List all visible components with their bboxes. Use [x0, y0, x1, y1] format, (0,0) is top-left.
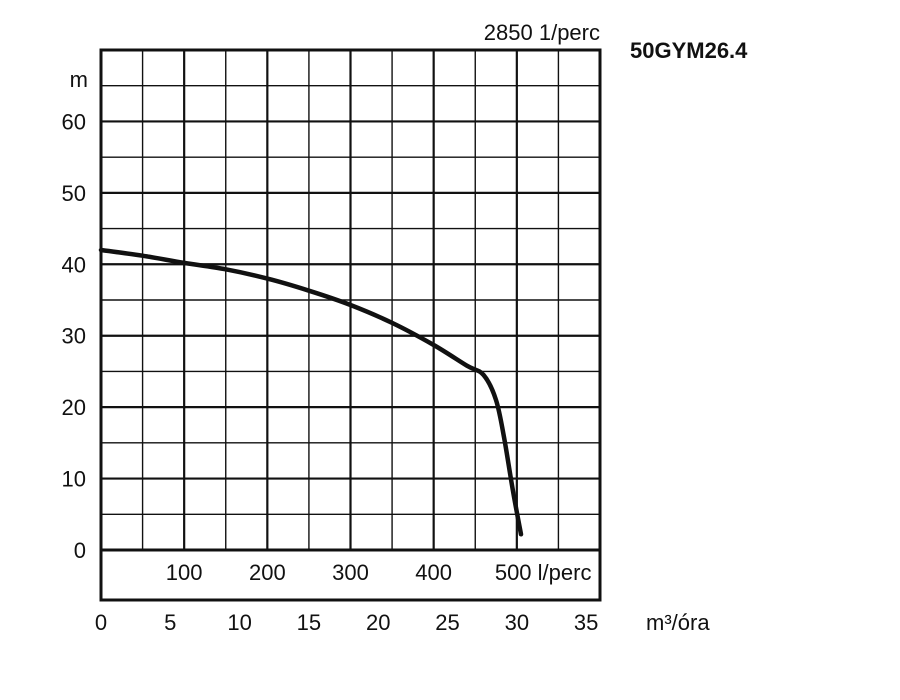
- x-tick-label-m3h: 25: [435, 610, 459, 635]
- y-tick-label: 10: [62, 467, 86, 492]
- y-tick-label: 50: [62, 181, 86, 206]
- y-tick-label: 20: [62, 395, 86, 420]
- grid-lines: [101, 50, 600, 550]
- x-tick-label-m3h: 20: [366, 610, 390, 635]
- x-tick-label-m3h: 15: [297, 610, 321, 635]
- x-tick-label-m3h: 35: [574, 610, 598, 635]
- x-tick-label-lpm: 300: [332, 560, 369, 585]
- y-tick-label: 30: [62, 324, 86, 349]
- x-tick-label-m3h: 10: [227, 610, 251, 635]
- x-tick-label-m3h: 5: [164, 610, 176, 635]
- speed-label: 2850 1/perc: [484, 20, 600, 45]
- y-tick-labels: 0 10 20 30 40 50 60: [62, 109, 86, 563]
- x-tick-labels-lpm: 100 200 300 400 500 l/perc: [166, 560, 592, 585]
- chart-frame: [99, 48, 602, 602]
- x-tick-label-m3h: 30: [505, 610, 529, 635]
- model-title: 50GYM26.4: [630, 38, 748, 63]
- x-tick-labels-m3h: 0 5 10 15 20 25 30 35: [95, 610, 599, 635]
- x-tick-label-lpm: 200: [249, 560, 286, 585]
- y-tick-label: 0: [74, 538, 86, 563]
- y-tick-label: 60: [62, 109, 86, 134]
- x-tick-label-lpm: 400: [415, 560, 452, 585]
- y-tick-label: 40: [62, 252, 86, 277]
- x-axis-unit-m3h: m³/óra: [646, 610, 710, 635]
- x-tick-label-m3h: 0: [95, 610, 107, 635]
- series-line: [98, 247, 524, 537]
- x-tick-label-lpm: 500 l/perc: [495, 560, 592, 585]
- y-axis-label: m: [70, 67, 88, 92]
- x-tick-label-lpm: 100: [166, 560, 203, 585]
